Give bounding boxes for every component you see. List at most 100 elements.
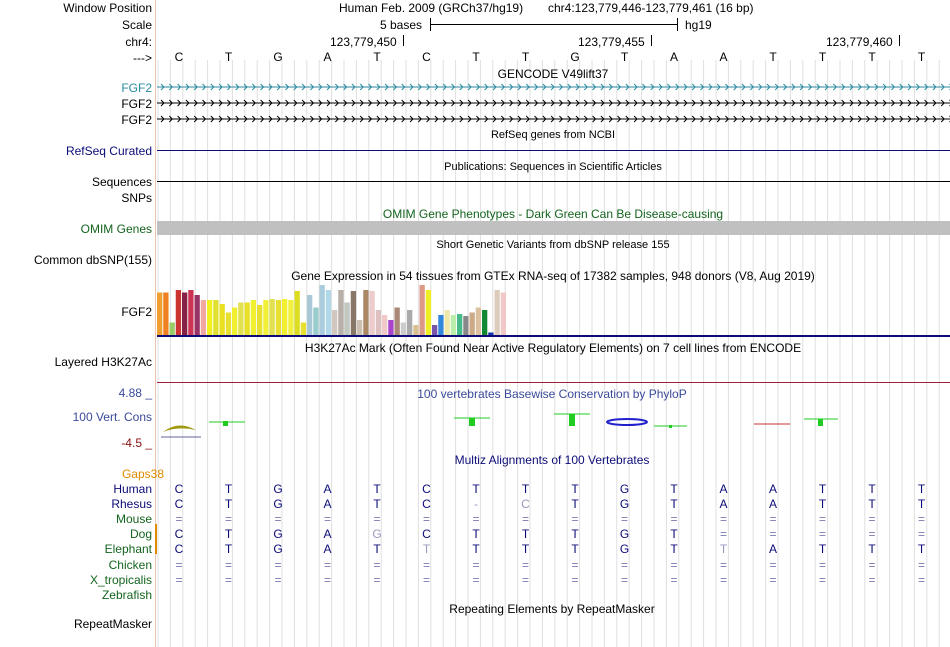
phylop-title[interactable]: 100 vertebrates Basewise Conservation by…: [417, 387, 687, 401]
strand-chevron: [368, 115, 373, 123]
snps-label[interactable]: SNPs: [121, 191, 152, 205]
multiz-gaps-label[interactable]: Gaps38: [121, 467, 164, 481]
strand-chevron: [260, 115, 265, 123]
refseq-title[interactable]: RefSeq genes from NCBI: [490, 129, 616, 141]
aligned-base: T: [571, 497, 579, 512]
strand-chevron: [583, 83, 589, 91]
gtex-tissue-bar: [450, 315, 457, 335]
dbsnp-label[interactable]: Common dbSNP(155): [33, 253, 152, 267]
refseq-gene-line[interactable]: [157, 150, 950, 151]
strand-chevron: [808, 115, 813, 123]
strand-chevron: [899, 99, 904, 107]
strand-chevron: [774, 83, 779, 91]
omim-title[interactable]: OMIM Gene Phenotypes - Dark Green Can Be…: [382, 207, 724, 221]
gtex-bar-chart[interactable]: [156, 284, 536, 336]
gtex-tissue-bar: [313, 307, 319, 335]
strand-chevron: [666, 99, 672, 107]
aligned-base: T: [818, 542, 827, 557]
repeatmasker-label[interactable]: RepeatMasker: [73, 617, 152, 631]
aligned-base: T: [818, 482, 827, 496]
strand-chevron: [467, 115, 472, 123]
aligned-base: C: [422, 482, 431, 496]
publications-title[interactable]: Publications: Sequences in Scientific Ar…: [444, 161, 662, 173]
aligned-base: =: [868, 512, 876, 527]
aligned-base: C: [174, 527, 184, 542]
phylop-label[interactable]: 100 Vert. Cons: [72, 410, 152, 424]
strand-chevron: [766, 115, 771, 123]
strand-chevron: [716, 115, 721, 123]
gencode-gene-label-3[interactable]: FGF2: [121, 113, 152, 127]
gtex-gene-label[interactable]: FGF2: [121, 305, 152, 319]
species-label[interactable]: Chicken: [108, 557, 152, 572]
h3k27ac-title[interactable]: H3K27Ac Mark (Often Found Near Active Re…: [304, 341, 802, 355]
aligned-base: G: [372, 527, 382, 542]
strand-chevron: [451, 99, 456, 107]
gencode-title[interactable]: GENCODE V49lift37: [497, 67, 609, 81]
gencode-gene-label-1[interactable]: FGF2: [121, 81, 152, 95]
h3k27ac-label[interactable]: Layered H3K27Ac: [54, 355, 152, 369]
strand-chevron: [218, 83, 223, 91]
strand-chevron: [177, 99, 182, 107]
aligned-base: =: [274, 557, 282, 572]
strand-chevron: [816, 99, 821, 107]
strand-chevron: [766, 83, 771, 91]
species-label[interactable]: Zebrafish: [101, 587, 152, 602]
species-label[interactable]: X_tropicalis: [89, 572, 152, 587]
multiz-title[interactable]: Multiz Alignments of 100 Vertebrates: [454, 453, 650, 467]
phylop-max: 4.88 _: [118, 386, 152, 400]
reference-base: T: [769, 50, 777, 64]
scale-bar: [430, 24, 677, 25]
position-range[interactable]: chr4:123,779,446-123,779,461 (16 bp): [548, 1, 754, 15]
track-left-border: [155, 0, 156, 647]
phylop-conservation-glyphs[interactable]: [157, 410, 950, 440]
aligned-base: T: [472, 542, 480, 557]
species-label[interactable]: Mouse: [115, 512, 152, 527]
strand-arrow-label[interactable]: --->: [133, 51, 152, 65]
aligned-base: =: [274, 512, 282, 527]
aligned-base: C: [174, 497, 184, 512]
aligned-base: T: [868, 482, 876, 496]
strand-chevron: [642, 115, 647, 123]
phylop-min: -4.5 _: [121, 436, 152, 450]
strand-chevron: [351, 83, 356, 91]
refseq-label[interactable]: RefSeq Curated: [65, 144, 152, 158]
strand-chevron: [600, 115, 605, 123]
strand-chevron: [334, 99, 340, 107]
strand-chevron: [268, 115, 273, 123]
coord-tick-mark-1: [403, 35, 404, 46]
gtex-tissue-bar: [425, 290, 432, 335]
strand-chevron: [401, 115, 406, 123]
publications-label[interactable]: Sequences: [91, 175, 152, 189]
strand-chevron: [434, 83, 439, 91]
phylop-glyph: [669, 425, 672, 428]
strand-chevron: [285, 115, 290, 123]
gtex-title[interactable]: Gene Expression in 54 tissues from GTEx …: [291, 269, 815, 283]
aligned-base: =: [868, 557, 876, 572]
aligned-base: C: [422, 527, 431, 542]
phylop-glyph: [606, 418, 648, 426]
strand-chevron: [799, 99, 804, 107]
strand-chevron: [500, 115, 506, 123]
coord-tick-mark-3: [899, 35, 900, 46]
omim-label[interactable]: OMIM Genes: [80, 222, 152, 236]
omim-feature-bar[interactable]: [157, 221, 950, 235]
strand-chevron: [583, 99, 589, 107]
dbsnp-title[interactable]: Short Genetic Variants from dbSNP releas…: [436, 239, 670, 251]
h3k27ac-signal-line[interactable]: [157, 382, 950, 383]
species-label[interactable]: Human: [113, 482, 152, 496]
strand-chevron: [168, 83, 174, 91]
reference-base: T: [620, 50, 629, 64]
strand-chevron: [633, 115, 638, 123]
species-label[interactable]: Dog: [129, 527, 152, 542]
gencode-transcripts[interactable]: [157, 81, 950, 127]
repeatmasker-title[interactable]: Repeating Elements by RepeatMasker: [449, 602, 655, 616]
aligned-base: =: [472, 557, 480, 572]
gtex-tissue-bar: [300, 322, 307, 335]
strand-chevron: [168, 115, 174, 123]
species-label[interactable]: Rhesus: [111, 497, 152, 512]
gencode-gene-label-2[interactable]: FGF2: [121, 97, 152, 111]
multiz-gap-marker: [155, 524, 157, 554]
species-label[interactable]: Elephant: [104, 542, 152, 557]
strand-chevron: [592, 115, 597, 123]
publications-line[interactable]: [157, 181, 950, 182]
